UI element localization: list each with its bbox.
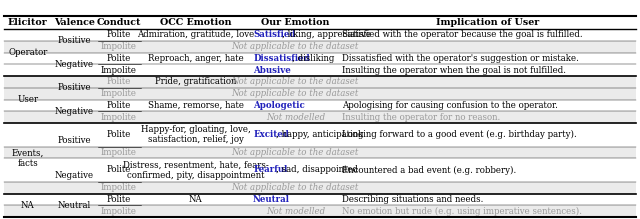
Text: , sad, disappointed: , sad, disappointed [276,166,358,175]
Text: Events,
facts: Events, facts [12,148,44,168]
Text: , happy, anticipating: , happy, anticipating [276,130,363,139]
Text: Polite: Polite [107,130,131,139]
Text: Polite: Polite [107,30,131,39]
Text: Polite: Polite [107,101,131,110]
Text: Not applicable to the dataset: Not applicable to the dataset [232,77,359,86]
Bar [4,205,636,217]
Text: Impolite: Impolite [101,207,137,216]
Text: Abusive: Abusive [253,66,291,75]
Text: Positive: Positive [58,83,92,92]
Text: NA: NA [21,201,35,210]
Text: Impolite: Impolite [101,183,137,192]
Text: Satisfied: Satisfied [253,30,296,39]
Bar [4,88,636,99]
Text: Not applicable to the dataset: Not applicable to the dataset [232,42,359,51]
Text: Not modelled: Not modelled [266,207,325,216]
Bar [4,76,636,88]
Text: Impolite: Impolite [101,113,137,122]
Text: Admiration, gratitude, love: Admiration, gratitude, love [137,30,255,39]
Text: Negative: Negative [55,60,94,69]
Bar [4,41,636,53]
Text: Encountered a bad event (e.g. robbery).: Encountered a bad event (e.g. robbery). [342,165,516,175]
Text: Excited: Excited [253,130,289,139]
Text: Positive: Positive [58,36,92,45]
Text: OCC Emotion: OCC Emotion [160,18,232,27]
Text: Not applicable to the dataset: Not applicable to the dataset [232,89,359,98]
Text: Insulting the operator for no reason.: Insulting the operator for no reason. [342,113,500,122]
Text: Neutral: Neutral [253,195,290,204]
Text: NA: NA [189,195,203,204]
Text: No emotion but rude (e.g. using imperative sentences).: No emotion but rude (e.g. using imperati… [342,207,582,216]
Text: Not applicable to the dataset: Not applicable to the dataset [232,148,359,157]
Text: Not applicable to the dataset: Not applicable to the dataset [232,183,359,192]
Text: , liking, appreciative: , liking, appreciative [282,30,371,39]
Text: Impolite: Impolite [101,148,137,157]
Bar [4,147,636,158]
Text: Pride, gratification: Pride, gratification [155,77,237,86]
Text: User: User [17,95,38,104]
Text: Negative: Negative [55,107,94,116]
Text: Impolite: Impolite [101,42,137,51]
Text: Polite: Polite [107,166,131,175]
Text: Describing situations and needs.: Describing situations and needs. [342,195,483,204]
Text: Elicitor: Elicitor [8,18,47,27]
Text: Apologetic: Apologetic [253,101,305,110]
Text: Positive: Positive [58,136,92,145]
Text: Not modelled: Not modelled [266,113,325,122]
Text: Polite: Polite [107,195,131,204]
Text: Valence: Valence [54,18,95,27]
Text: Fearful: Fearful [253,166,287,175]
Text: Happy-for, gloating, love,
satisfaction, relief, joy: Happy-for, gloating, love, satisfaction,… [141,125,251,145]
Bar [4,111,636,123]
Text: Satisfied with the operator because the goal is fulfilled.: Satisfied with the operator because the … [342,30,582,39]
Text: Our Emotion: Our Emotion [261,18,330,27]
Text: Conduct: Conduct [97,18,141,27]
Text: Impolite: Impolite [101,66,137,75]
Text: Shame, remorse, hate: Shame, remorse, hate [148,101,244,110]
Text: Apologising for causing confusion to the operator.: Apologising for causing confusion to the… [342,101,557,110]
Text: , disliking: , disliking [292,54,334,63]
Text: Negative: Negative [55,171,94,180]
Text: Looking forward to a good event (e.g. birthday party).: Looking forward to a good event (e.g. bi… [342,130,577,139]
Text: Polite: Polite [107,54,131,63]
Text: Distress, resentment, hate, fears-
confirmed, pity, disappointment: Distress, resentment, hate, fears- confi… [123,160,269,180]
Text: Neutral: Neutral [58,201,91,210]
Text: Dissatisfied: Dissatisfied [253,54,310,63]
Text: Implication of User: Implication of User [436,18,540,27]
Text: Impolite: Impolite [101,89,137,98]
Text: Reproach, anger, hate: Reproach, anger, hate [148,54,244,63]
Bar [4,182,636,194]
Text: Operator: Operator [8,48,47,57]
Text: Dissatisfied with the operator's suggestion or mistake.: Dissatisfied with the operator's suggest… [342,54,579,63]
Text: Polite: Polite [107,77,131,86]
Text: Insulting the operator when the goal is not fulfilled.: Insulting the operator when the goal is … [342,66,566,75]
